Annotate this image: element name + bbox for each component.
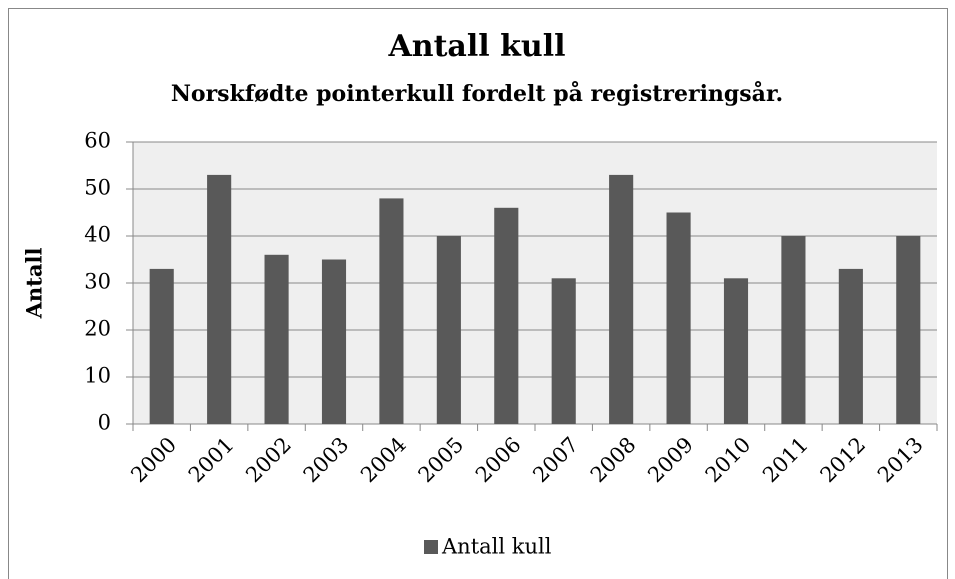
bar [723, 278, 749, 424]
chart-title: Antall kull [387, 29, 565, 64]
bar [436, 236, 461, 424]
y-tick-label: 10 [84, 364, 111, 388]
bar [551, 278, 576, 424]
y-axis-label: Antall [22, 248, 47, 320]
bar [781, 236, 806, 424]
bar [321, 259, 347, 424]
bar [838, 268, 863, 424]
bar [896, 236, 921, 424]
bar [149, 268, 174, 424]
bar [494, 207, 519, 424]
legend-swatch [424, 540, 438, 554]
y-tick-label: 30 [84, 270, 111, 294]
bar [609, 174, 634, 424]
y-tick-label: 60 [84, 129, 111, 153]
bar [666, 212, 691, 424]
bar [264, 254, 289, 424]
bar [207, 174, 232, 424]
y-tick-label: 20 [84, 317, 111, 341]
y-tick-label: 50 [84, 176, 111, 200]
y-tick-label: 40 [84, 223, 111, 247]
y-tick-label: 0 [98, 411, 111, 435]
chart-subtitle: Norskfødte pointerkull fordelt på regist… [171, 81, 783, 107]
legend-label: Antall kull [441, 535, 552, 559]
bar [379, 198, 404, 424]
